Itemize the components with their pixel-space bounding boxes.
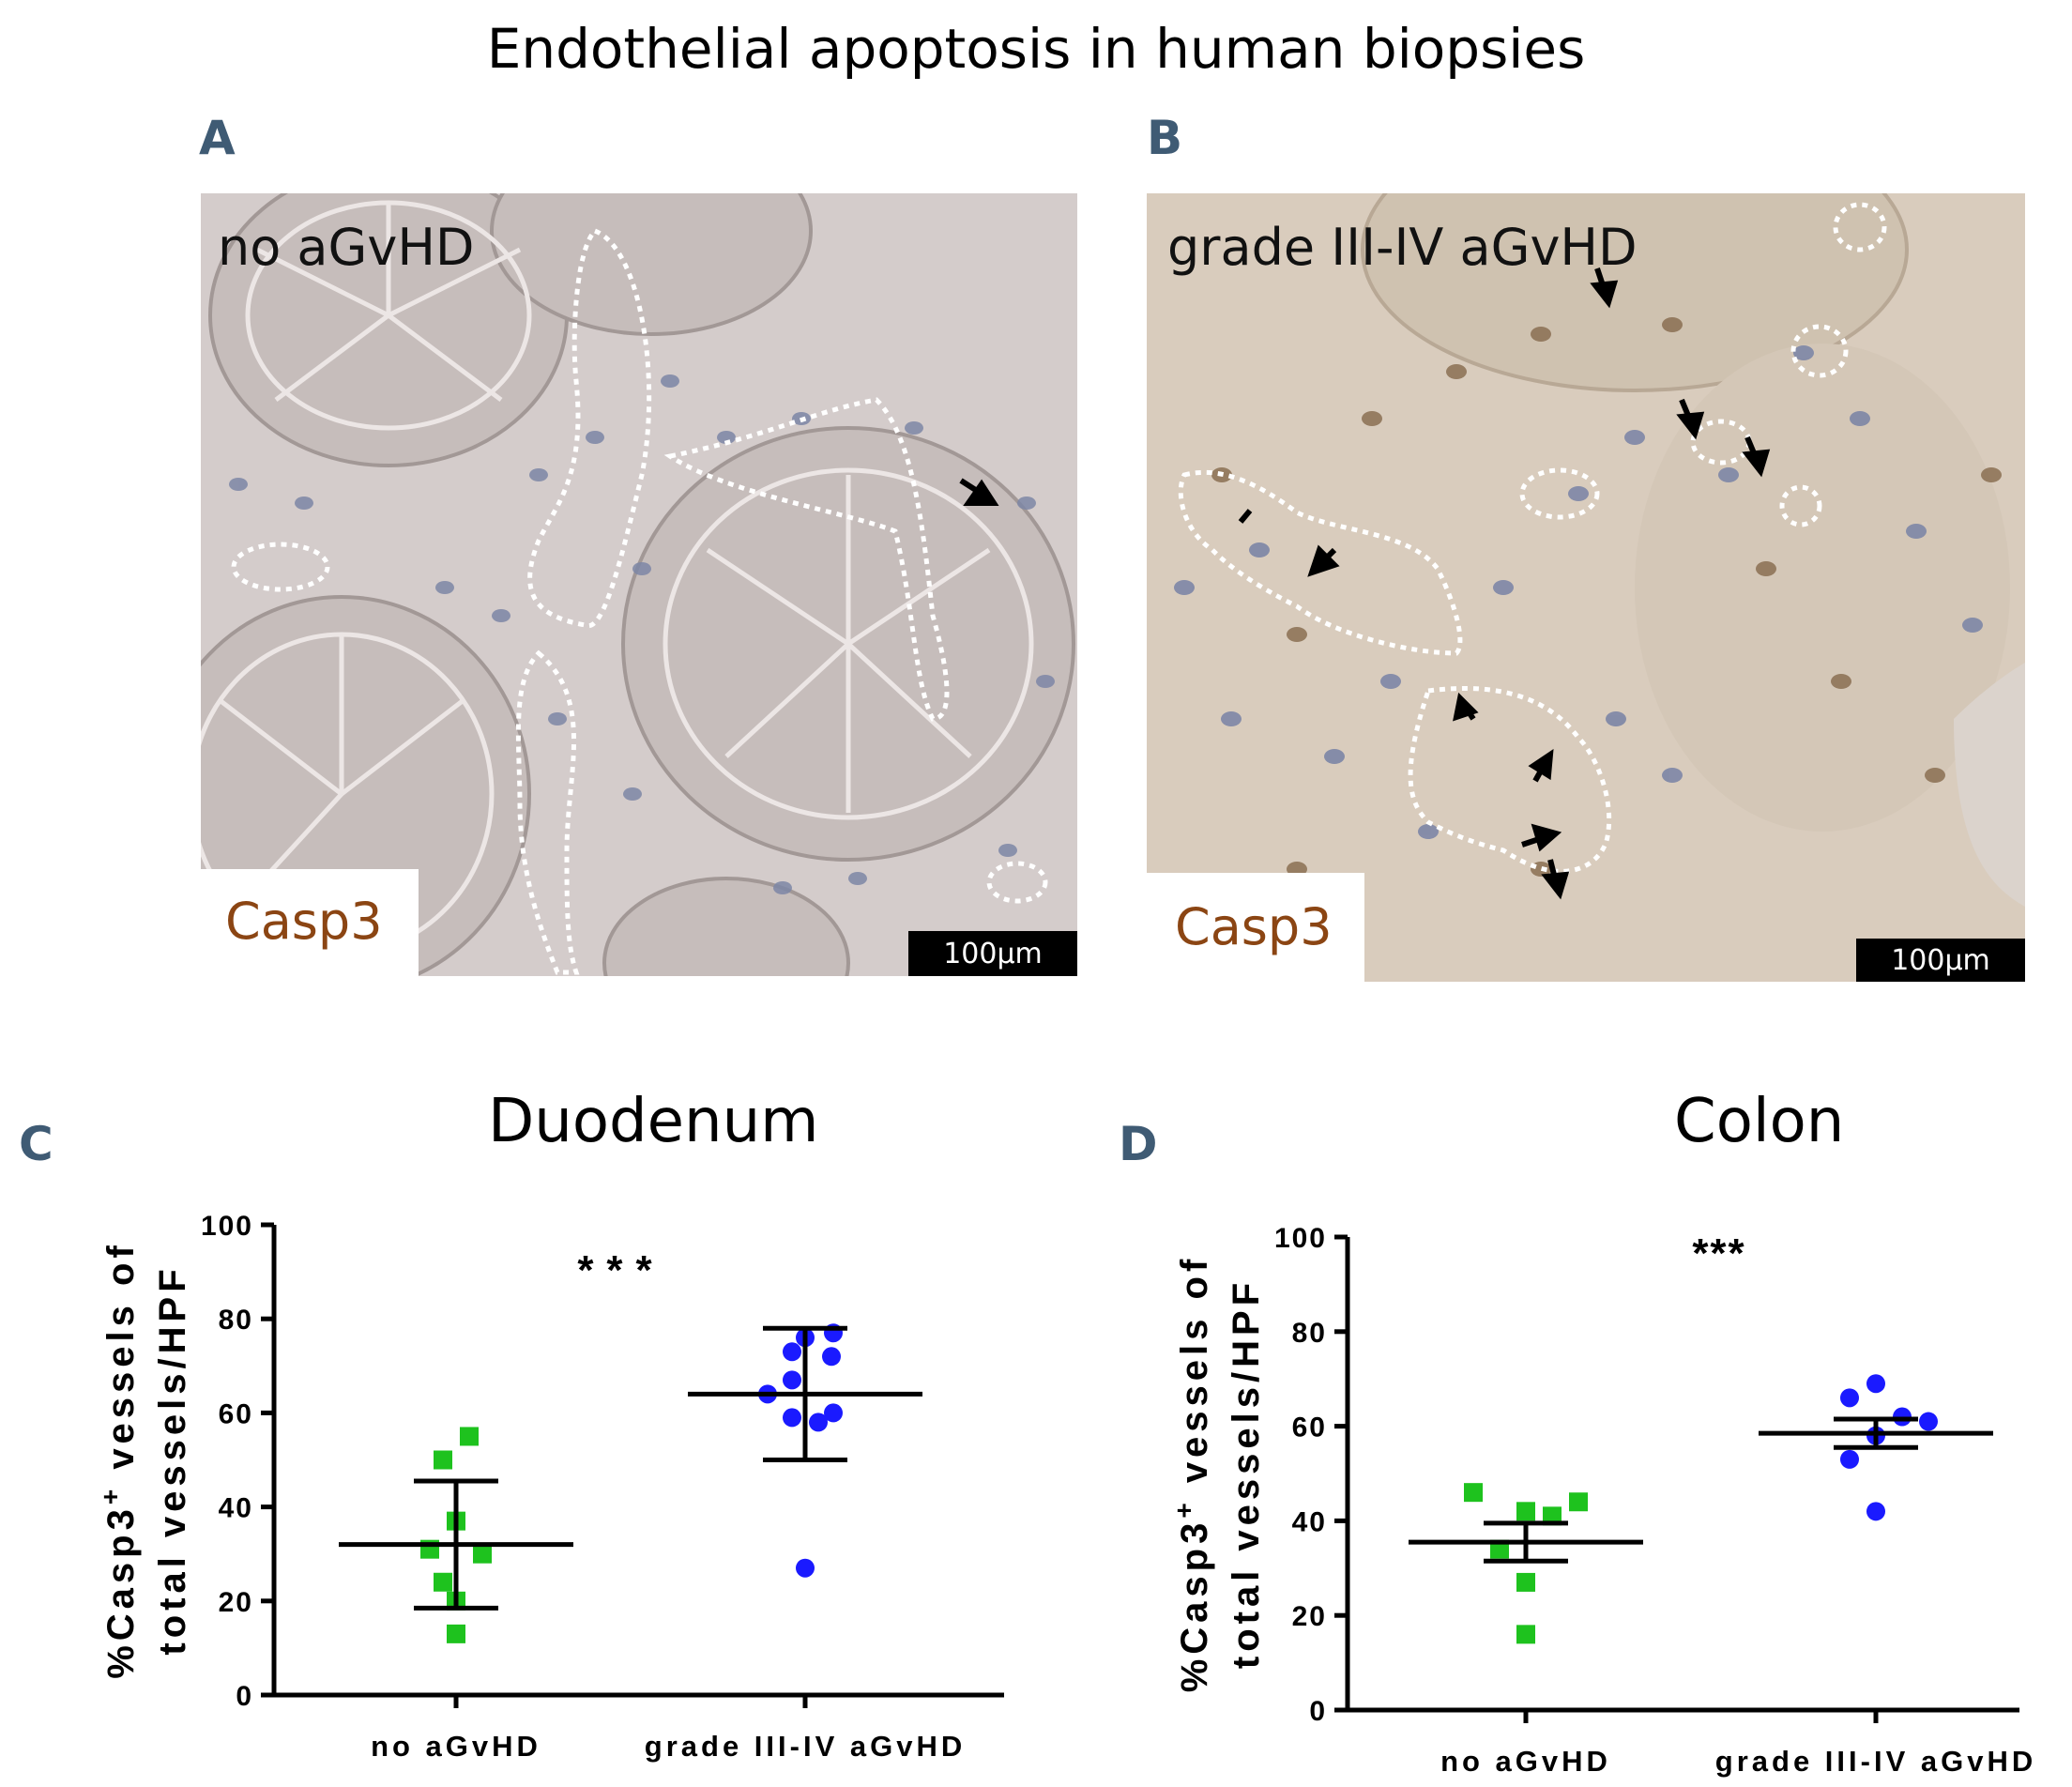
chart-d-point-no-agvhd	[1516, 1625, 1535, 1644]
micrograph-b-stain-label: Casp3	[1175, 897, 1333, 956]
micrograph-a-stain-box	[201, 869, 419, 976]
chart-c-y-tick-label: 80	[219, 1305, 253, 1336]
chart-d-point-no-agvhd	[1516, 1572, 1535, 1592]
chart-d-x-tick-label: no aGvHD	[1440, 1745, 1611, 1778]
panel-letter-a: A	[199, 111, 236, 165]
micrograph-a: no aGvHD Casp3 100µm	[201, 193, 1077, 976]
chart-d-y-tick-label: 60	[1292, 1413, 1327, 1443]
micrograph-a-label: no aGvHD	[218, 218, 475, 277]
chart-c-y-axis-label-tail: vessels of	[100, 1241, 142, 1485]
chart-c-title: Duodenum	[488, 1087, 819, 1156]
chart-c-significance: ***	[577, 1247, 664, 1293]
chart-d-point-agvhd	[1866, 1374, 1885, 1394]
chart-c-point-agvhd	[822, 1347, 841, 1367]
chart-d-point-agvhd	[1919, 1412, 1938, 1431]
chart-c-point-agvhd	[796, 1558, 815, 1578]
chart-c-y-axis-label-sup: +	[96, 1485, 125, 1504]
chart-d-point-no-agvhd	[1569, 1492, 1588, 1512]
micrograph-b-image	[1147, 193, 2025, 982]
micrograph-a-stain-label: Casp3	[225, 892, 383, 951]
chart-c-y-axis-label-main: %Casp3	[100, 1504, 142, 1679]
chart-d-y-axis-label-sup: +	[1169, 1498, 1198, 1518]
chart-d-significance: ***	[1692, 1230, 1745, 1276]
figure-title: Endothelial apoptosis in human biopsies	[486, 17, 1586, 81]
chart-d-y-axis-label-line1: %Casp3+ vessels of	[1169, 1255, 1216, 1693]
chart-c-y-tick-label: 20	[219, 1587, 253, 1618]
micrograph-b-stain-box	[1147, 873, 1364, 982]
chart-d: 0 20 40 60 80 100 no aGvHD grade III-IV aGvHD %C…	[1169, 1223, 2036, 1778]
chart-d-point-no-agvhd	[1464, 1483, 1483, 1503]
chart-c-point-agvhd	[824, 1403, 843, 1423]
chart-d-point-agvhd	[1840, 1449, 1859, 1469]
chart-d-x-tick-label: grade III-IV aGvHD	[1715, 1745, 2036, 1778]
chart-d-y-axis-label-main: %Casp3	[1174, 1519, 1215, 1693]
chart-c-point-agvhd	[783, 1408, 801, 1428]
chart-c-y-tick-label: 100	[201, 1211, 253, 1242]
chart-c-y-tick-label: 60	[219, 1398, 253, 1429]
chart-d-y-tick-label: 40	[1292, 1506, 1327, 1537]
chart-d-title: Colon	[1674, 1087, 1845, 1156]
chart-d-y-tick-label: 0	[1309, 1696, 1327, 1727]
chart-c-y-axis-label-line1: %Casp3+ vessels of	[96, 1241, 143, 1679]
micrograph-b-scale-bar: 100µm	[1856, 939, 2025, 982]
chart-d-y-tick-label: 80	[1292, 1318, 1327, 1349]
panel-letter-b: B	[1147, 111, 1183, 165]
chart-d-point-no-agvhd	[1516, 1502, 1535, 1521]
chart-d-point-no-agvhd	[1490, 1539, 1509, 1559]
chart-c-y-tick-label: 0	[236, 1681, 253, 1712]
chart-c-point-no-agvhd	[434, 1572, 452, 1592]
chart-c-point-agvhd	[809, 1413, 828, 1432]
chart-d-y-axis-label-line2: total vessels/HPF	[1226, 1278, 1267, 1669]
panel-letter-d: D	[1119, 1117, 1158, 1171]
chart-c-point-no-agvhd	[447, 1624, 465, 1643]
chart-c-y-axis-label-line2: total vessels/HPF	[152, 1264, 193, 1655]
chart-c-point-no-agvhd	[473, 1544, 492, 1564]
chart-c-y-tick-label: 40	[219, 1493, 253, 1524]
chart-c-point-agvhd	[783, 1342, 801, 1362]
chart-c-point-no-agvhd	[434, 1450, 452, 1470]
chart-d-point-agvhd	[1866, 1502, 1885, 1521]
micrograph-b: grade III-IV aGvHD Casp3 100µm	[1147, 193, 2025, 982]
micrograph-a-scale-bar: 100µm	[908, 931, 1077, 976]
chart-d-y-tick-label: 20	[1292, 1601, 1327, 1632]
chart-c-x-tick-label: grade III-IV aGvHD	[645, 1730, 966, 1763]
panel-letter-c: C	[19, 1117, 53, 1171]
chart-c: 0 20 40 60 80 100 no aGvHD grade III-IV aGvHD %C…	[96, 1211, 1004, 1763]
chart-c-point-no-agvhd	[460, 1427, 479, 1446]
chart-d-y-axis-label-tail: vessels of	[1174, 1255, 1215, 1499]
chart-d-point-agvhd	[1840, 1388, 1859, 1408]
chart-d-point-no-agvhd	[1543, 1506, 1562, 1526]
chart-d-point-agvhd	[1893, 1407, 1912, 1427]
chart-c-x-tick-label: no aGvHD	[371, 1730, 541, 1763]
chart-d-y-tick-label: 100	[1274, 1223, 1327, 1254]
micrograph-b-label: grade III-IV aGvHD	[1167, 218, 1638, 277]
chart-c-point-agvhd	[783, 1370, 801, 1390]
